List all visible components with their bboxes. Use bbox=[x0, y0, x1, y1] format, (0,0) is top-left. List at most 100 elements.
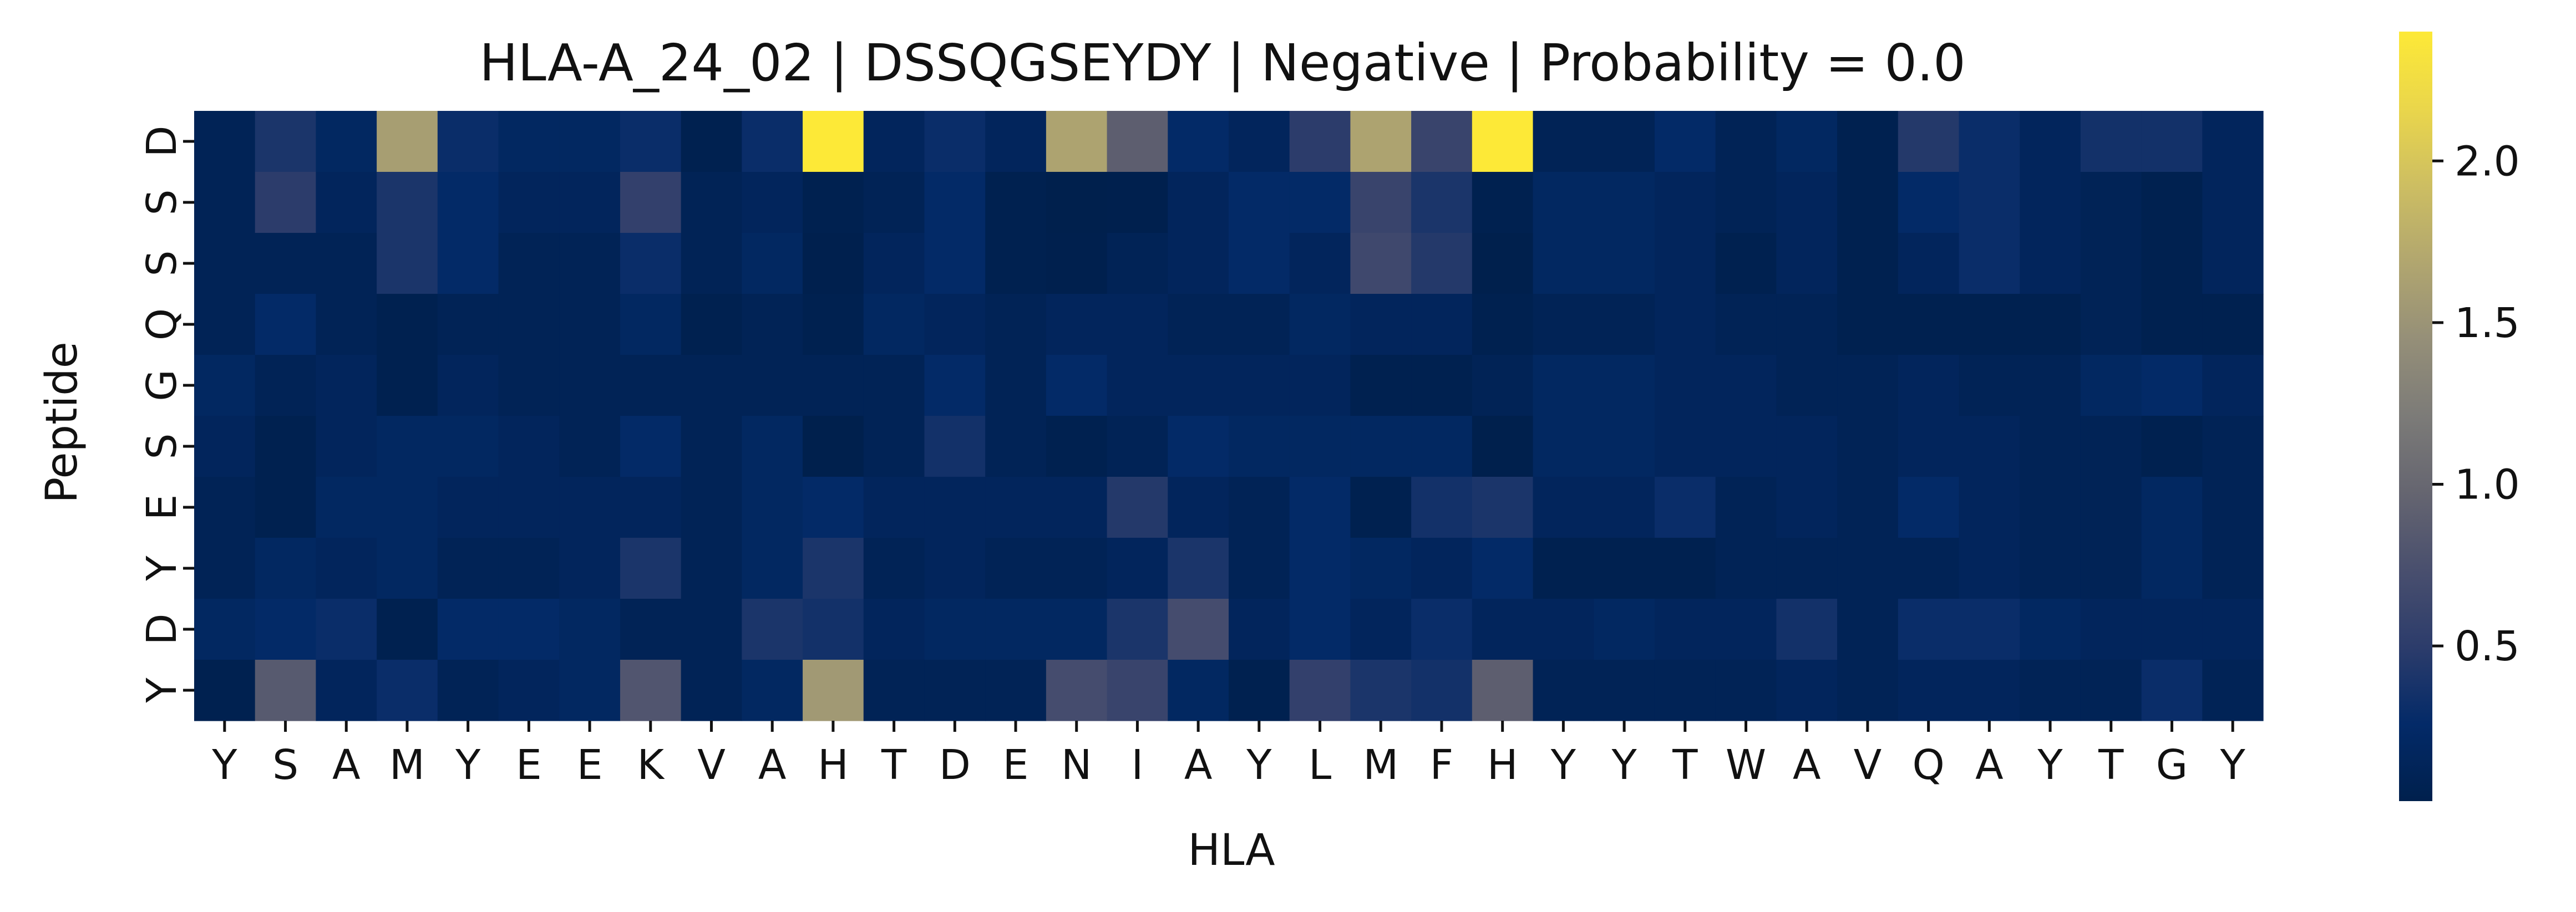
heatmap-cell bbox=[1594, 111, 1655, 172]
heatmap-cell bbox=[377, 599, 438, 660]
heatmap-cell bbox=[1472, 233, 1533, 294]
heatmap-cell bbox=[1411, 233, 1472, 294]
heatmap-cell bbox=[438, 416, 499, 477]
heatmap-cell bbox=[1046, 599, 1107, 660]
heatmap-cell bbox=[1959, 660, 2020, 721]
heatmap-cell bbox=[2081, 294, 2142, 355]
heatmap-cell bbox=[1533, 477, 1594, 538]
heatmap-cell bbox=[1046, 111, 1107, 172]
heatmap-cell bbox=[1290, 294, 1351, 355]
heatmap-cell bbox=[620, 111, 681, 172]
x-tick-label: N bbox=[1061, 741, 1092, 789]
heatmap-cell bbox=[1655, 599, 1716, 660]
heatmap-cell bbox=[2020, 477, 2081, 538]
y-tick-label: E bbox=[138, 495, 186, 521]
x-tick-label: A bbox=[1184, 741, 1213, 789]
heatmap-cell bbox=[1533, 355, 1594, 416]
heatmap-cell bbox=[681, 111, 742, 172]
x-tick-label: E bbox=[1003, 741, 1029, 789]
heatmap-cell bbox=[1046, 477, 1107, 538]
x-tick-label: T bbox=[2098, 741, 2124, 789]
heatmap-cell bbox=[864, 172, 925, 233]
heatmap-cell bbox=[2142, 172, 2203, 233]
heatmap-cell bbox=[2202, 538, 2263, 599]
heatmap-cell bbox=[1290, 416, 1351, 477]
heatmap-cell bbox=[620, 172, 681, 233]
x-axis-label: HLA bbox=[1188, 826, 1275, 875]
heatmap-cell bbox=[438, 111, 499, 172]
heatmap-cell bbox=[924, 660, 985, 721]
heatmap-cell bbox=[985, 538, 1046, 599]
heatmap-cell bbox=[2202, 416, 2263, 477]
heatmap-cell bbox=[559, 538, 620, 599]
heatmap-cell bbox=[438, 660, 499, 721]
heatmap-cell bbox=[438, 355, 499, 416]
heatmap-cell bbox=[1594, 355, 1655, 416]
heatmap-cell bbox=[1837, 233, 1898, 294]
heatmap-cell bbox=[1290, 599, 1351, 660]
heatmap-cell bbox=[1290, 172, 1351, 233]
heatmap-cell bbox=[1411, 111, 1472, 172]
heatmap-cell bbox=[1776, 660, 1837, 721]
heatmap-cell bbox=[2081, 660, 2142, 721]
heatmap-cell bbox=[499, 477, 560, 538]
heatmap-cell bbox=[803, 416, 864, 477]
y-tick-label: D bbox=[138, 614, 186, 645]
heatmap-cell bbox=[1898, 355, 1959, 416]
heatmap-cell bbox=[1776, 538, 1837, 599]
heatmap-cell bbox=[2202, 172, 2263, 233]
heatmap-cell bbox=[1350, 477, 1411, 538]
heatmap-cell bbox=[620, 233, 681, 294]
chart-title: HLA-A_24_02 | DSSQGSEYDY | Negative | Pr… bbox=[479, 33, 1965, 93]
heatmap-cell bbox=[316, 477, 377, 538]
heatmap-cell bbox=[1776, 172, 1837, 233]
heatmap-cell bbox=[1533, 416, 1594, 477]
heatmap-cell bbox=[559, 599, 620, 660]
heatmap-cell bbox=[742, 355, 803, 416]
heatmap-cell bbox=[1411, 599, 1472, 660]
heatmap-cell bbox=[864, 477, 925, 538]
heatmap-cell bbox=[1229, 538, 1290, 599]
y-tick-label: S bbox=[138, 190, 186, 216]
heatmap-cell bbox=[2020, 660, 2081, 721]
heatmap-cell bbox=[1411, 355, 1472, 416]
heatmap-cell bbox=[1716, 294, 1777, 355]
heatmap-cell bbox=[1290, 477, 1351, 538]
heatmap-cell bbox=[1533, 111, 1594, 172]
heatmap-cell bbox=[1046, 660, 1107, 721]
heatmap-cell bbox=[1898, 599, 1959, 660]
heatmap-cell bbox=[1290, 355, 1351, 416]
heatmap-cell bbox=[1107, 660, 1168, 721]
heatmap-cell bbox=[2142, 233, 2203, 294]
heatmap-cell bbox=[681, 477, 742, 538]
heatmap-cell bbox=[194, 172, 255, 233]
heatmap-cell bbox=[1168, 599, 1229, 660]
heatmap-cell bbox=[1533, 233, 1594, 294]
heatmap-cell bbox=[2020, 111, 2081, 172]
heatmap-cell bbox=[316, 355, 377, 416]
heatmap-cell bbox=[559, 355, 620, 416]
heatmap-cell bbox=[985, 660, 1046, 721]
heatmap-cell bbox=[2142, 111, 2203, 172]
heatmap-cell bbox=[499, 294, 560, 355]
heatmap-cell bbox=[1411, 416, 1472, 477]
heatmap-cell bbox=[1472, 355, 1533, 416]
y-tick-label: D bbox=[138, 126, 186, 157]
heatmap-cell bbox=[1837, 538, 1898, 599]
heatmap-cell bbox=[2142, 660, 2203, 721]
heatmap-cell bbox=[2020, 172, 2081, 233]
heatmap-cell bbox=[1655, 660, 1716, 721]
heatmap-cell bbox=[1168, 416, 1229, 477]
heatmap-cell bbox=[742, 294, 803, 355]
heatmap-cell bbox=[377, 477, 438, 538]
heatmap-cell bbox=[985, 355, 1046, 416]
heatmap-cell bbox=[985, 599, 1046, 660]
y-tick-label: G bbox=[138, 369, 186, 401]
heatmap-cell bbox=[1350, 416, 1411, 477]
heatmap-cell bbox=[1290, 538, 1351, 599]
heatmap-cell bbox=[499, 599, 560, 660]
heatmap-cell bbox=[924, 599, 985, 660]
heatmap-cell bbox=[255, 294, 316, 355]
heatmap-cell bbox=[1411, 172, 1472, 233]
